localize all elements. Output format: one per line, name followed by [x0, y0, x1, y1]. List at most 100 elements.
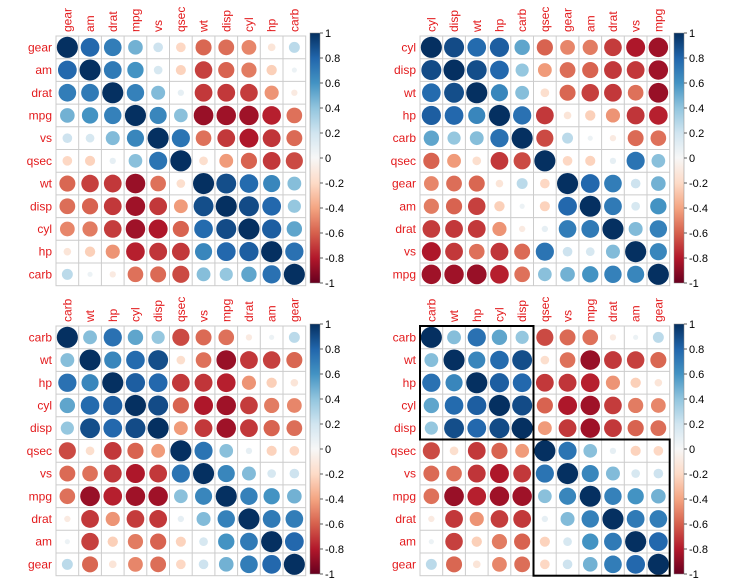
corr-circle-carb-hp [262, 265, 281, 284]
corr-circle-drat-cyl [240, 83, 258, 102]
corr-circle-hp-drat [241, 375, 257, 390]
corr-circle-hp-mpg [216, 373, 236, 393]
corr-circle-carb-disp [151, 330, 165, 344]
corr-circle-cyl-drat [604, 38, 622, 57]
corr-circle-gear-vs [153, 42, 163, 53]
corr-circle-disp-drat [604, 419, 622, 438]
corr-circle-disp-am [263, 420, 280, 437]
corr-circle-hp-qsec [171, 373, 190, 392]
corr-circle-drat-qsec [177, 515, 185, 523]
corr-circle-vs-vs [625, 241, 647, 263]
corr-circle-hp-qsec [171, 242, 190, 261]
cluster-rectangle-0 [419, 325, 535, 441]
corr-circle-qsec-carb [422, 442, 440, 460]
corr-circle-drat-gear [58, 83, 77, 102]
colorbar-tick-label: 0.6 [325, 369, 340, 381]
corr-circle-mpg-cyl [489, 486, 510, 506]
corr-circle-disp-wt [193, 196, 214, 217]
colorbar-tick-label: 0.4 [325, 394, 340, 406]
corr-circle-hp-vs [558, 373, 577, 392]
corr-circle-am-cyl [241, 62, 257, 78]
corr-circle-vs-wt [468, 243, 485, 260]
corr-circle-mpg-vs [558, 487, 577, 505]
col-label-hp: hp [265, 18, 279, 32]
corr-circle-am-drat [604, 197, 622, 216]
corr-circle-wt-qsec [540, 88, 550, 98]
corr-circle-drat-carb [64, 515, 71, 523]
row-label-gear: gear [392, 557, 416, 571]
corr-circle-am-cyl [423, 198, 439, 214]
corr-circle-am-qsec [175, 536, 186, 547]
corr-circle-wt-mpg [648, 82, 669, 103]
corr-circle-disp-qsec [173, 421, 188, 436]
corr-circle-cyl-vs [148, 219, 168, 239]
col-label-gear: gear [60, 8, 74, 32]
row-label-cyl: cyl [401, 40, 416, 54]
corr-circle-qsec-hp [490, 151, 509, 170]
corr-circle-drat-wt [445, 510, 463, 528]
colorbar [309, 323, 321, 575]
corr-circle-vs-am [267, 469, 276, 478]
corr-circle-vs-mpg [126, 129, 145, 147]
corr-circle-vs-am [631, 469, 641, 478]
corr-circle-drat-gear [558, 220, 577, 238]
corr-circle-mpg-vs [149, 106, 167, 125]
corr-circle-carb-gear [562, 132, 574, 144]
corr-circle-am-carb [291, 67, 297, 73]
corr-circle-mpg-gear [651, 488, 666, 504]
row-label-vs: vs [40, 131, 52, 145]
corr-circle-vs-drat [605, 466, 620, 481]
corr-circle-drat-drat [238, 508, 260, 530]
corr-circle-carb-cyl [127, 329, 144, 346]
row-label-drat: drat [395, 512, 416, 526]
corr-circle-qsec-cyl [240, 152, 258, 169]
corr-circle-vs-cyl [421, 242, 441, 262]
corr-circle-hp-wt [445, 374, 463, 392]
corr-circle-hp-cyl [239, 242, 259, 262]
corr-circle-cyl-vs [626, 37, 646, 57]
corr-circle-hp-drat [605, 375, 621, 390]
colorbar-tick-label: 1 [689, 319, 695, 331]
corr-circle-mpg-carb [514, 266, 530, 283]
corr-circle-wt-hp [104, 351, 122, 369]
row-label-vs: vs [404, 245, 416, 259]
corr-circle-drat-drat [102, 82, 124, 104]
corr-circle-wt-gear [286, 352, 303, 369]
corr-circle-drat-am [262, 510, 281, 528]
colorbar-tick-label: -1 [689, 278, 699, 290]
corr-circle-disp-vs [149, 197, 168, 216]
corr-circle-mpg-gear [60, 108, 75, 123]
corr-circle-am-wt [445, 532, 463, 551]
corr-circle-carb-am [633, 334, 639, 340]
corr-circle-gear-carb [516, 178, 528, 190]
corr-circle-vs-mpg [581, 464, 599, 483]
corr-circle-gear-cyl [128, 556, 143, 572]
corr-circle-hp-cyl [421, 105, 441, 126]
corr-circle-vs-mpg [649, 243, 667, 261]
corr-circle-carb-wt [196, 267, 211, 282]
colorbar-tick-label: -0.6 [325, 519, 344, 531]
corr-circle-drat-am [81, 83, 99, 102]
row-label-carb: carb [29, 267, 53, 281]
corr-circle-gear-wt [195, 39, 212, 56]
corr-circle-am-qsec [175, 64, 186, 76]
corr-circle-cyl-mpg [648, 37, 669, 58]
corr-circle-gear-am [262, 554, 282, 574]
corr-circle-am-am [261, 531, 283, 553]
corr-circle-carb-mpg [218, 329, 235, 346]
corr-circle-disp-cyl [125, 418, 146, 439]
corr-circle-drat-am [626, 510, 645, 528]
row-label-gear: gear [28, 557, 52, 571]
colorbar-tick-label: -0.2 [689, 469, 708, 481]
corr-circle-mpg-wt [193, 105, 214, 126]
corr-circle-disp-carb [60, 421, 74, 435]
colorbar-tick-label: -0.4 [689, 494, 708, 506]
corr-circle-vs-vs [193, 463, 215, 485]
corr-circle-drat-gear [285, 510, 304, 528]
corr-circle-carb-wt [83, 330, 97, 345]
corr-circle-mpg-wt [466, 264, 487, 285]
corr-circle-disp-drat [240, 419, 258, 438]
corr-circle-qsec-vs [626, 151, 645, 170]
corr-circle-carb-mpg [650, 130, 667, 146]
